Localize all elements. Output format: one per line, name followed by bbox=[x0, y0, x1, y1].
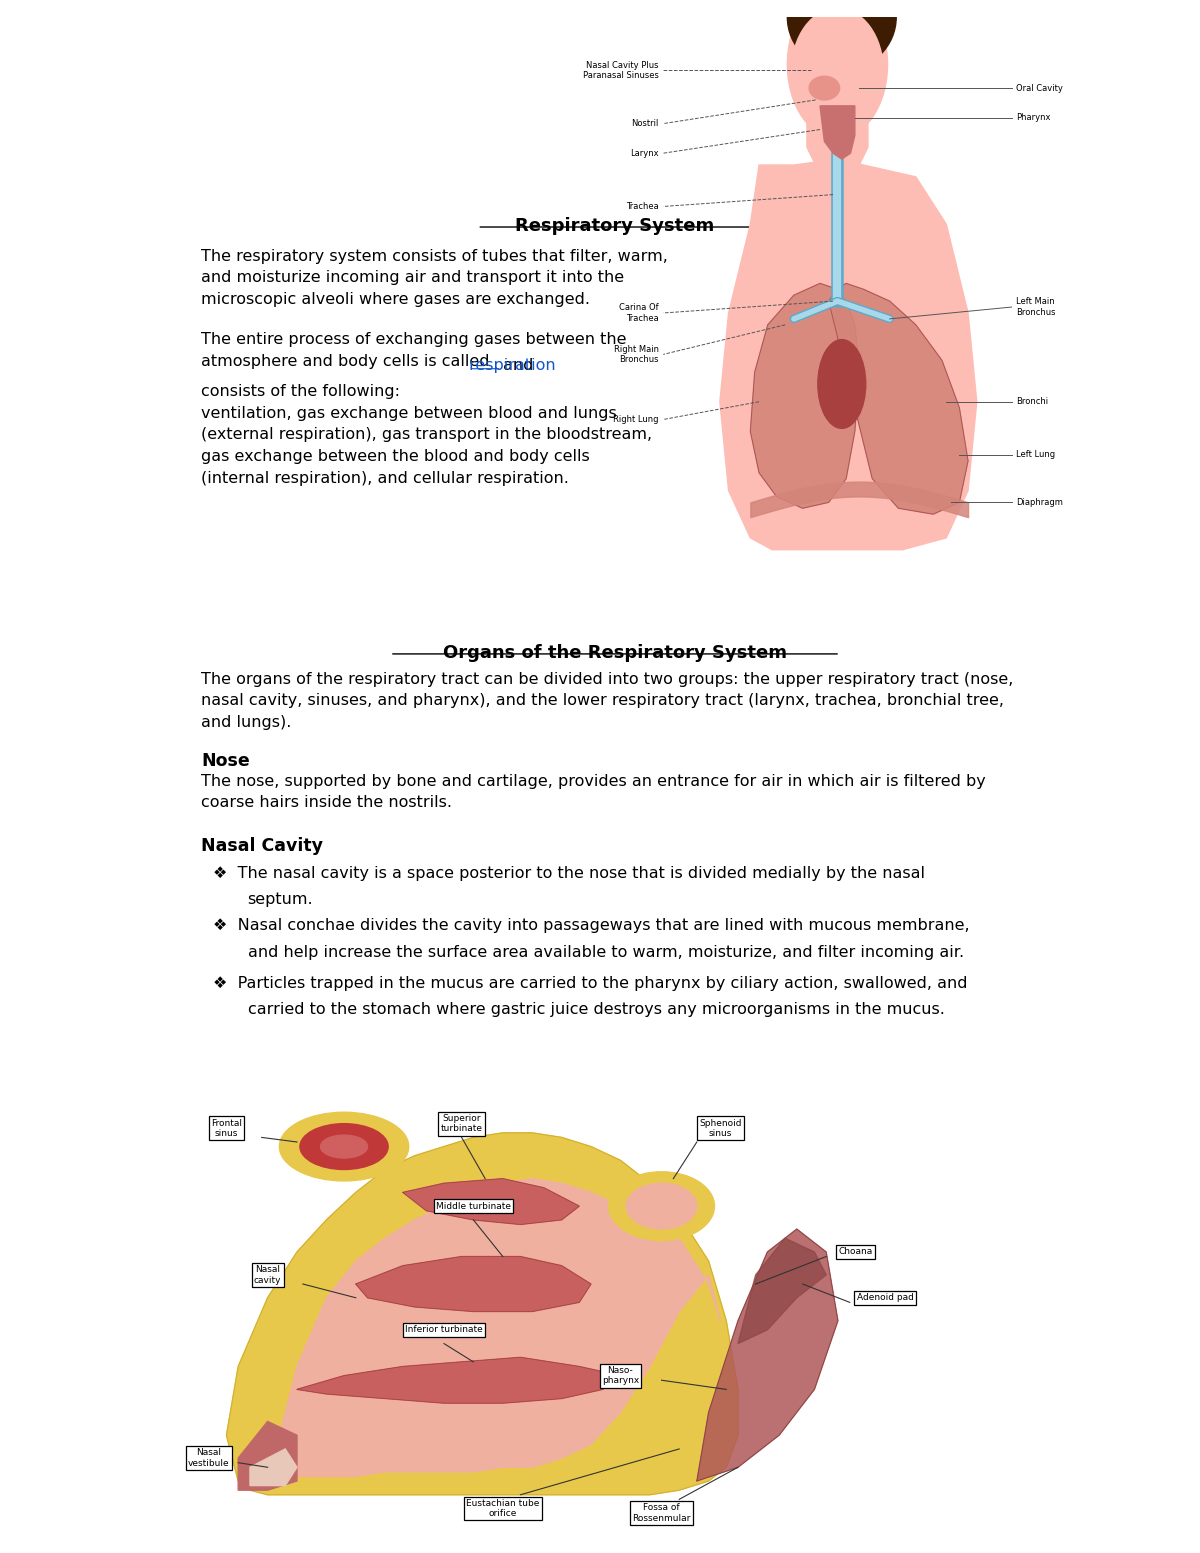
Polygon shape bbox=[820, 106, 854, 158]
Polygon shape bbox=[720, 158, 977, 550]
Text: Sphenoid
sinus: Sphenoid sinus bbox=[700, 1118, 742, 1138]
Text: Larynx: Larynx bbox=[630, 149, 659, 158]
Ellipse shape bbox=[280, 1112, 409, 1180]
Ellipse shape bbox=[320, 1135, 367, 1159]
Text: Diaphragm: Diaphragm bbox=[1016, 499, 1063, 506]
Text: Right Lung: Right Lung bbox=[613, 415, 659, 424]
Polygon shape bbox=[697, 1228, 838, 1482]
Text: The entire process of exchanging gases between the
atmosphere and body cells is : The entire process of exchanging gases b… bbox=[202, 332, 626, 370]
Text: Choana: Choana bbox=[839, 1247, 872, 1256]
Polygon shape bbox=[227, 1132, 738, 1494]
Ellipse shape bbox=[626, 1183, 697, 1228]
Ellipse shape bbox=[818, 340, 865, 429]
Text: Right Main
Bronchus: Right Main Bronchus bbox=[614, 345, 659, 363]
Polygon shape bbox=[750, 283, 859, 508]
Text: Nasal Cavity: Nasal Cavity bbox=[202, 837, 323, 854]
Text: The organs of the respiratory tract can be divided into two groups: the upper re: The organs of the respiratory tract can … bbox=[202, 672, 1014, 730]
Ellipse shape bbox=[809, 76, 840, 99]
Text: Inferior turbinate: Inferior turbinate bbox=[406, 1325, 482, 1334]
Text: Carina Of
Trachea: Carina Of Trachea bbox=[619, 303, 659, 323]
Text: The respiratory system consists of tubes that filter, warm,
and moisturize incom: The respiratory system consists of tubes… bbox=[202, 248, 668, 307]
Text: Organs of the Respiratory System: Organs of the Respiratory System bbox=[443, 644, 787, 663]
Text: Nostril: Nostril bbox=[631, 120, 659, 127]
Text: Nasal
cavity: Nasal cavity bbox=[254, 1266, 281, 1284]
Polygon shape bbox=[355, 1256, 592, 1311]
Text: Eustachian tube
orifice: Eustachian tube orifice bbox=[466, 1499, 540, 1519]
Text: septum.: septum. bbox=[247, 891, 313, 907]
Text: Naso-
pharynx: Naso- pharynx bbox=[601, 1367, 640, 1385]
Text: Adenoid pad: Adenoid pad bbox=[857, 1294, 913, 1303]
Text: ❖  Nasal conchae divides the cavity into passageways that are lined with mucous : ❖ Nasal conchae divides the cavity into … bbox=[214, 918, 970, 933]
Polygon shape bbox=[806, 106, 868, 165]
Text: carried to the stomach where gastric juice destroys any microorganisms in the mu: carried to the stomach where gastric jui… bbox=[247, 1002, 944, 1017]
Text: ❖  The nasal cavity is a space posterior to the nose that is divided medially by: ❖ The nasal cavity is a space posterior … bbox=[214, 865, 925, 881]
Polygon shape bbox=[238, 1421, 298, 1491]
Text: ❖  Particles trapped in the mucus are carried to the pharynx by ciliary action, : ❖ Particles trapped in the mucus are car… bbox=[214, 975, 967, 991]
Ellipse shape bbox=[300, 1124, 388, 1169]
Text: The nose, supported by bone and cartilage, provides an entrance for air in which: The nose, supported by bone and cartilag… bbox=[202, 773, 986, 811]
Text: Left Main
Bronchus: Left Main Bronchus bbox=[1016, 297, 1056, 317]
Text: consists of the following:
ventilation, gas exchange between blood and lungs
(ex: consists of the following: ventilation, … bbox=[202, 384, 653, 486]
Text: Middle turbinate: Middle turbinate bbox=[436, 1202, 511, 1211]
Text: and: and bbox=[504, 357, 534, 373]
Polygon shape bbox=[268, 1179, 720, 1482]
Polygon shape bbox=[403, 1179, 580, 1224]
Text: and help increase the surface area available to warm, moisturize, and filter inc: and help increase the surface area avail… bbox=[247, 944, 964, 960]
Text: Trachea: Trachea bbox=[626, 202, 659, 211]
Ellipse shape bbox=[787, 0, 888, 138]
Text: Nose: Nose bbox=[202, 752, 250, 770]
Polygon shape bbox=[298, 1357, 620, 1404]
Text: Respiratory System: Respiratory System bbox=[515, 217, 715, 236]
Ellipse shape bbox=[608, 1173, 714, 1241]
Text: Fossa of
Rossenmular: Fossa of Rossenmular bbox=[632, 1503, 691, 1523]
Text: respiration: respiration bbox=[469, 357, 560, 373]
Text: Frontal
sinus: Frontal sinus bbox=[211, 1118, 242, 1138]
Ellipse shape bbox=[787, 0, 896, 70]
Text: Bronchi: Bronchi bbox=[1016, 398, 1048, 407]
Polygon shape bbox=[250, 1449, 298, 1486]
Text: Left Lung: Left Lung bbox=[1016, 450, 1055, 460]
Text: Nasal
vestibule: Nasal vestibule bbox=[188, 1449, 229, 1468]
Polygon shape bbox=[829, 283, 968, 514]
Text: Oral Cavity: Oral Cavity bbox=[1016, 84, 1063, 93]
Text: Pharynx: Pharynx bbox=[1016, 113, 1050, 123]
Text: Nasal Cavity Plus
Paranasal Sinuses: Nasal Cavity Plus Paranasal Sinuses bbox=[583, 61, 659, 81]
Polygon shape bbox=[738, 1238, 826, 1343]
Text: Superior
turbinate: Superior turbinate bbox=[440, 1114, 482, 1134]
Ellipse shape bbox=[792, 8, 883, 132]
